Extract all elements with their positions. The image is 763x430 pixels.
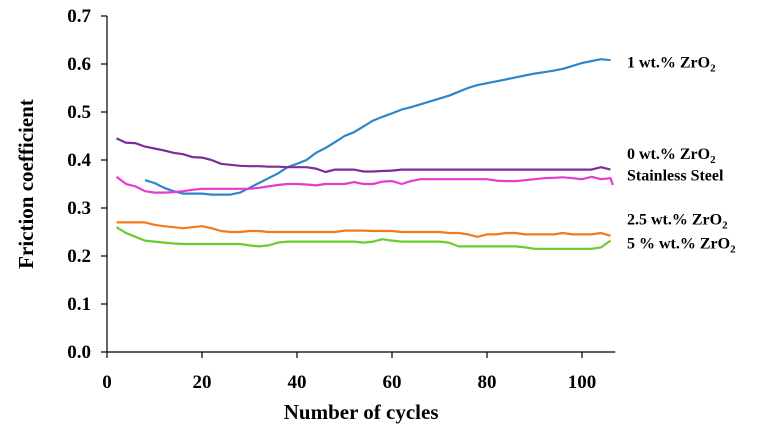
x-axis-title: Number of cycles — [284, 400, 439, 424]
y-tick-label: 0.4 — [67, 150, 91, 171]
series-label-text: 0 wt.% ZrO — [627, 146, 710, 163]
series-label-0: 1 wt.% ZrO2 — [627, 55, 716, 75]
series-label-3: 2.5 wt.% ZrO2 — [627, 212, 728, 232]
y-tick-label: 0.7 — [67, 6, 91, 27]
x-tick-label: 40 — [288, 372, 307, 393]
series-label-subscript: 2 — [722, 220, 728, 232]
series-label-text: 1 wt.% ZrO — [627, 55, 710, 72]
series-label-text: Stainless Steel — [627, 167, 724, 184]
series-line-0 — [144, 58, 611, 196]
x-tick-label: 80 — [478, 372, 497, 393]
series-label-1: 0 wt.% ZrO2 — [627, 146, 716, 166]
x-tick-label: 0 — [102, 372, 112, 393]
y-tick-label: 0.3 — [67, 198, 91, 219]
series-line-2 — [115, 175, 614, 194]
y-tick-label: 0.5 — [67, 102, 91, 123]
axes: 0.0 0.1 0.2 0.3 0.4 0.5 0.6 0.7 0 20 40 60 80 100 — [67, 6, 616, 393]
series-label-subscript: 2 — [710, 63, 716, 75]
series-label-4: 5 % wt.% ZrO2 — [627, 236, 736, 256]
series-label-text: 5 % wt.% ZrO — [627, 236, 730, 253]
series-label-text: 2.5 wt.% ZrO — [627, 212, 722, 229]
series-line-1 — [116, 137, 611, 174]
series-label-subscript: 2 — [730, 244, 736, 256]
x-tick-label: 100 — [568, 372, 597, 393]
series-label-2: Stainless Steel — [627, 167, 724, 184]
y-tick-label: 0.2 — [67, 246, 91, 267]
series-label-subscript: 2 — [710, 154, 716, 166]
x-tick-label: 60 — [383, 372, 402, 393]
y-tick-label: 0.6 — [67, 54, 91, 75]
y-tick-label: 0.0 — [67, 342, 91, 363]
series-lines — [115, 58, 614, 250]
x-tick-label: 20 — [193, 372, 212, 393]
series-line-4 — [115, 226, 612, 250]
y-axis-title: Friction coefficient — [14, 99, 38, 269]
series-line-3 — [116, 221, 611, 238]
y-tick-label: 0.1 — [67, 294, 91, 315]
